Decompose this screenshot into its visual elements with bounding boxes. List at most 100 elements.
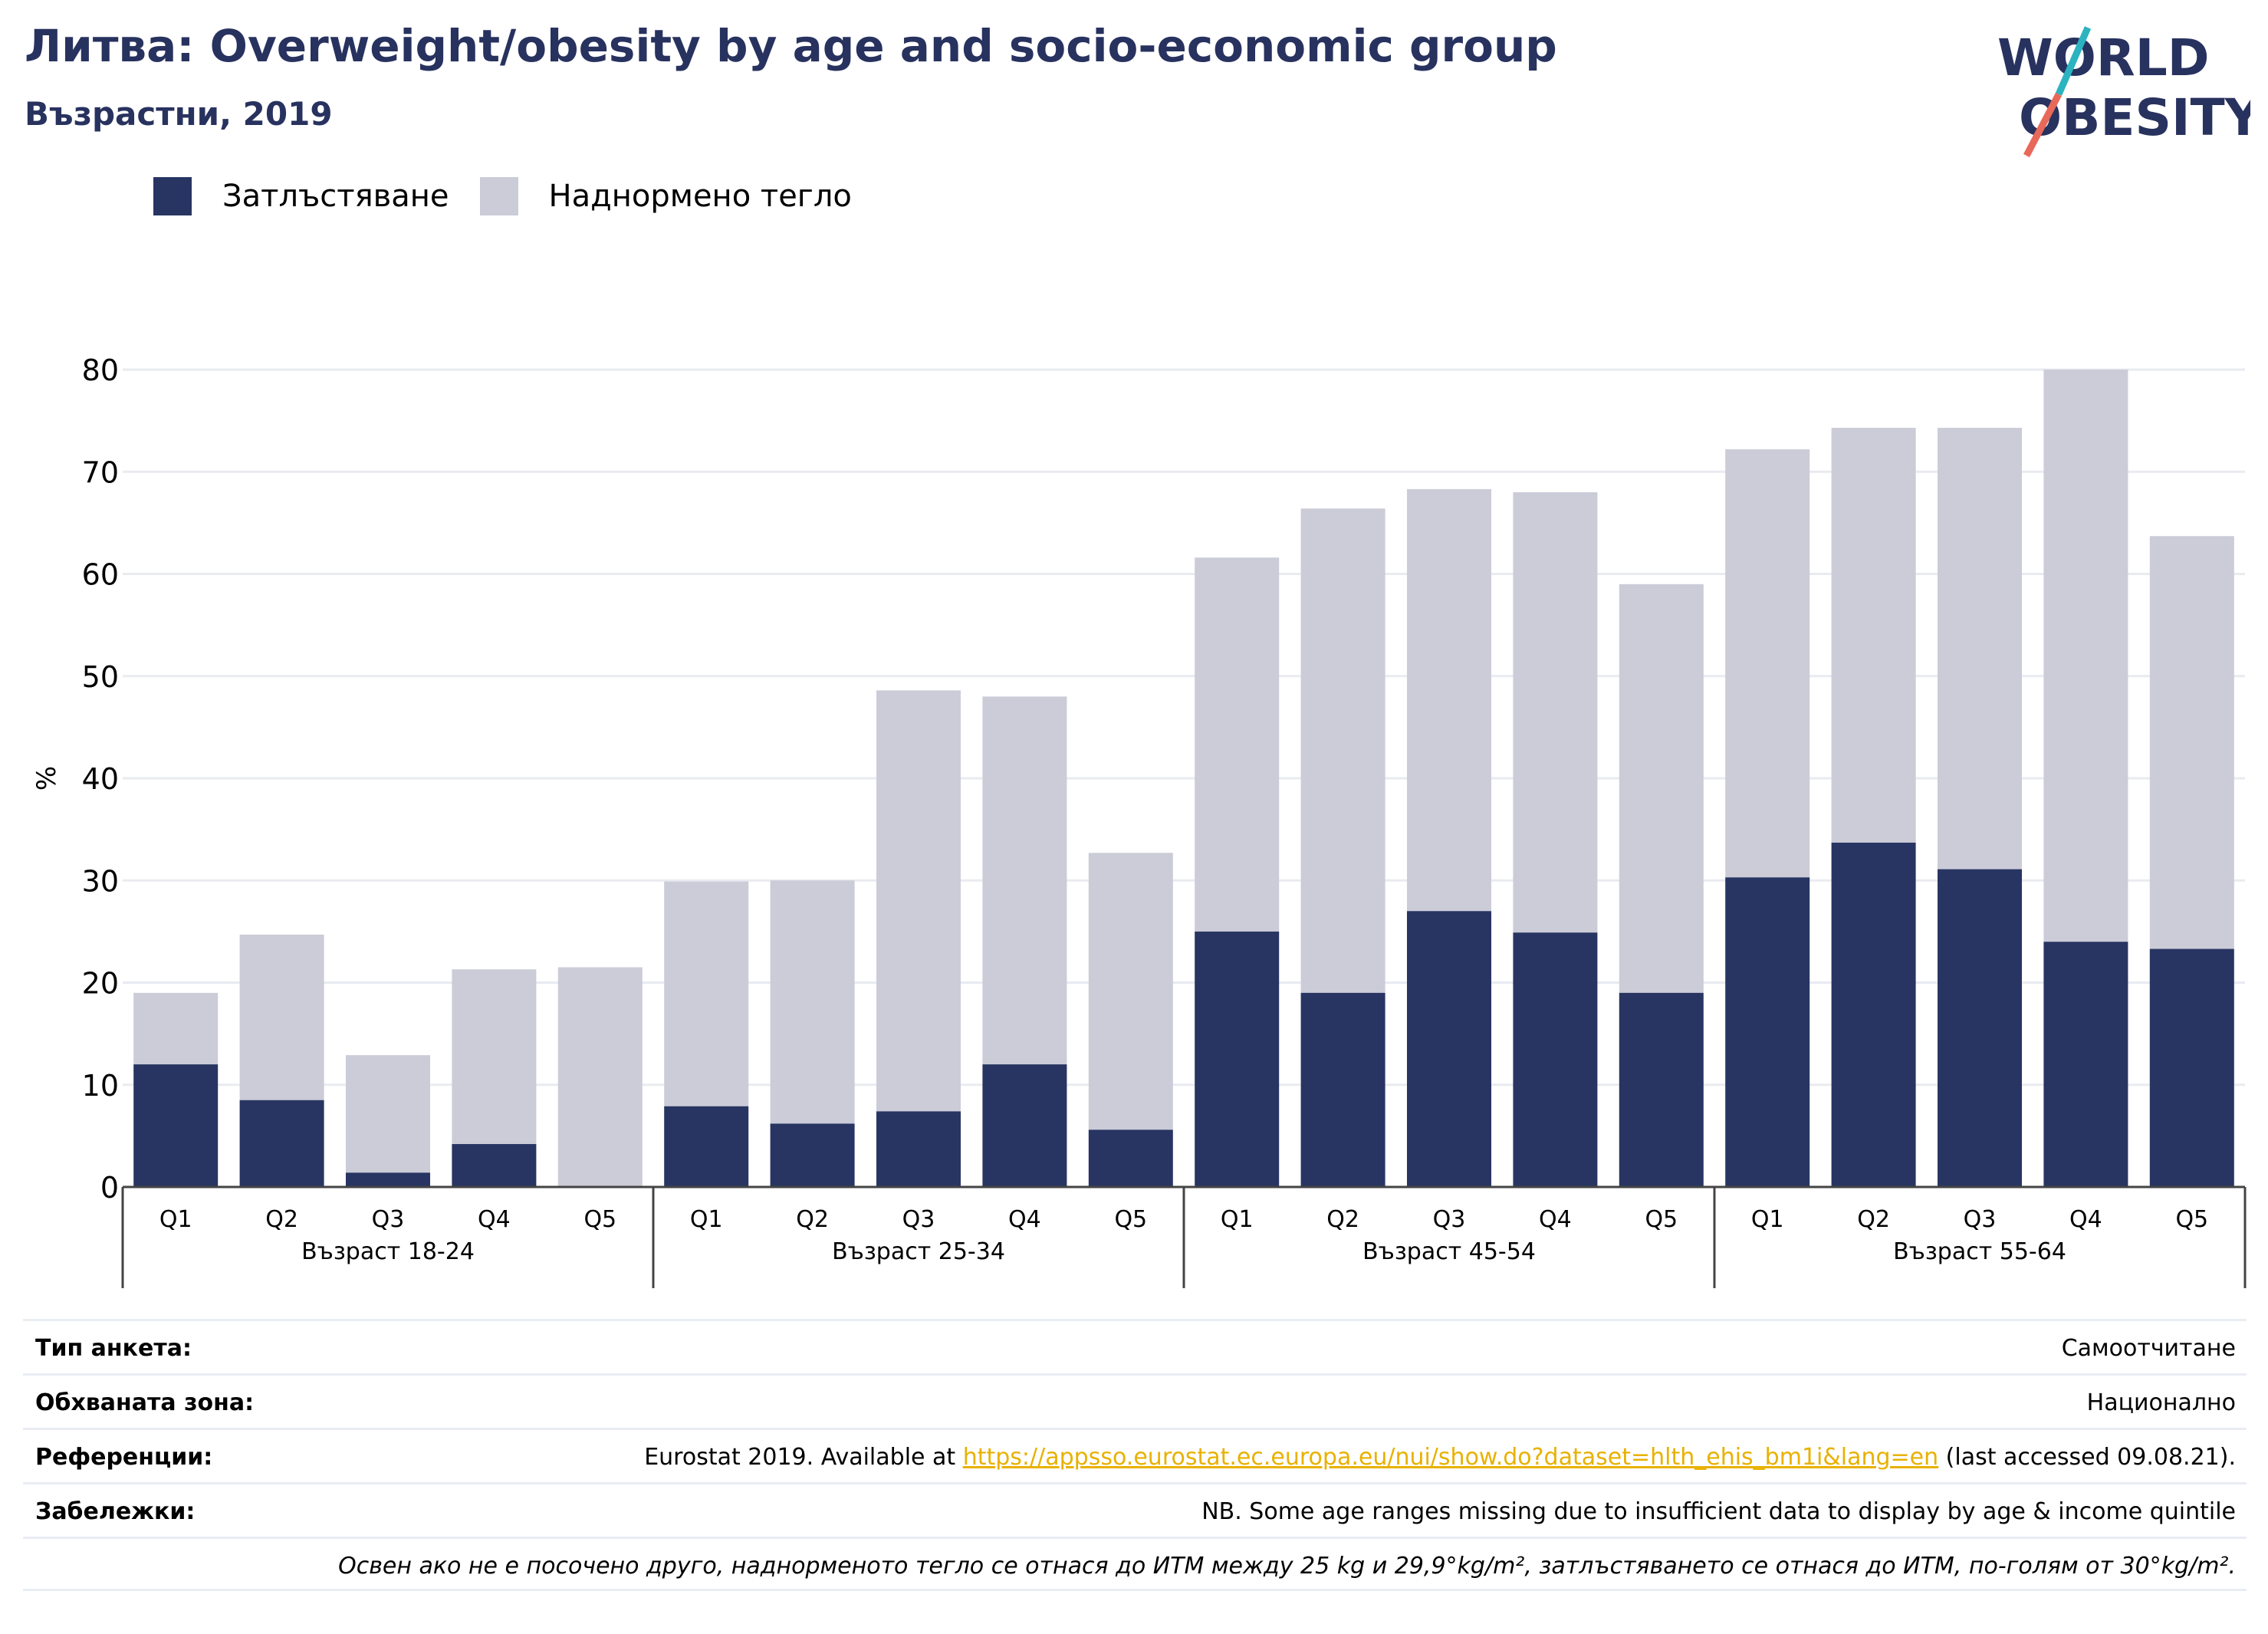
y-tick-label: 70 <box>82 455 119 489</box>
x-tick-label: Q1 <box>1221 1206 1254 1233</box>
reference-link[interactable]: https://appsso.eurostat.ec.europa.eu/nui… <box>962 1444 1939 1471</box>
y-tick-label: 30 <box>82 864 119 898</box>
info-row-survey-type: Тип анкета: Самоотчитане <box>23 1319 2247 1373</box>
x-tick-label: Q3 <box>372 1206 405 1233</box>
x-tick-label: Q2 <box>1857 1206 1890 1233</box>
x-tick-label: Q1 <box>690 1206 723 1233</box>
legend-item-overweight: Наднормено тегло <box>479 177 852 215</box>
bar-overweight <box>1407 488 1491 912</box>
chart-subtitle: Възрастни, 2019 <box>25 95 333 133</box>
bar-obesity <box>1513 932 1598 1187</box>
y-tick-label: 50 <box>82 660 119 694</box>
bar-obesity <box>982 1064 1067 1187</box>
legend-swatch-obesity <box>153 177 192 215</box>
x-tick-label: Q2 <box>1326 1206 1359 1233</box>
y-tick-label: 60 <box>82 558 119 592</box>
x-tick-label: Q4 <box>1539 1206 1572 1233</box>
info-value-survey-type: Самоотчитане <box>2061 1335 2236 1362</box>
y-tick-label: 10 <box>82 1069 119 1103</box>
x-tick-label: Q5 <box>583 1206 616 1233</box>
bar-obesity <box>1407 911 1491 1187</box>
bar-obesity <box>1725 877 1810 1187</box>
legend-swatch-overweight <box>479 177 518 215</box>
bar-overweight <box>1195 557 1280 932</box>
bar-overweight <box>239 934 324 1100</box>
bar-overweight <box>1619 584 1704 993</box>
bar-obesity <box>2149 949 2234 1187</box>
bar-overweight <box>1831 427 1916 843</box>
x-tick-label: Q5 <box>1645 1206 1678 1233</box>
stacked-bar-chart: 0 10 20 30 40 50 60 70 80% Q1 Q2 Q3 Q4 Q5 Възраст 18-2… <box>31 353 2247 1288</box>
bar-obesity <box>1938 869 2022 1187</box>
info-label-references: Референции: <box>35 1444 213 1471</box>
x-group-label: Възраст 18-24 <box>301 1238 475 1265</box>
x-tick-label: Q4 <box>2069 1206 2102 1233</box>
y-axis-label: % <box>31 766 62 791</box>
bar-overweight <box>664 881 749 1106</box>
bar-obesity <box>1195 931 1280 1187</box>
y-tick-label: 40 <box>82 762 119 796</box>
bar-overweight <box>1513 492 1598 933</box>
bar-overweight <box>982 696 1067 1065</box>
legend-item-obesity: Затлъстяване <box>153 177 449 215</box>
bar-overweight <box>2043 370 2128 942</box>
bar-obesity <box>664 1106 749 1187</box>
reference-text-post: (last accessed 09.08.21). <box>1938 1444 2236 1471</box>
x-tick-label: Q4 <box>1008 1206 1041 1233</box>
bar-overweight <box>557 967 643 1187</box>
info-value-references: Eurostat 2019. Available at https://apps… <box>644 1444 2236 1471</box>
x-tick-label: Q1 <box>1751 1206 1784 1233</box>
bar-obesity <box>1088 1129 1173 1187</box>
info-table: Тип анкета: Самоотчитане Обхваната зона:… <box>23 1319 2247 1591</box>
x-tick-label: Q5 <box>1114 1206 1147 1233</box>
x-tick-label: Q1 <box>159 1206 192 1233</box>
logo-coral-slash <box>2023 92 2062 158</box>
bar-overweight <box>876 690 961 1112</box>
bar-obesity <box>770 1123 855 1187</box>
x-tick-label: Q3 <box>1433 1206 1466 1233</box>
info-value-coverage: Национално <box>2086 1389 2236 1416</box>
bar-obesity <box>133 1064 219 1187</box>
world-obesity-logo: WORLD OBESITY <box>1997 21 2263 159</box>
bar-overweight <box>1088 853 1173 1130</box>
x-tick-label: Q2 <box>796 1206 829 1233</box>
bar-obesity <box>876 1111 961 1187</box>
x-tick-label: Q2 <box>265 1206 298 1233</box>
info-row-references: Референции: Eurostat 2019. Available at … <box>23 1428 2247 1482</box>
bar-obesity <box>239 1100 324 1187</box>
legend-label-overweight: Наднормено тегло <box>548 179 852 214</box>
info-row-coverage: Обхваната зона: Национално <box>23 1373 2247 1428</box>
bar-overweight <box>452 969 537 1145</box>
x-tick-label: Q4 <box>478 1206 511 1233</box>
bar-obesity <box>346 1172 430 1187</box>
reference-text-pre: Eurostat 2019. Available at <box>644 1444 963 1471</box>
logo-teal-slash <box>2055 26 2092 96</box>
bar-overweight <box>1725 449 1810 878</box>
bar-overweight <box>1938 427 2022 870</box>
info-row-notes: Забележки: NB. Some age ranges missing d… <box>23 1482 2247 1537</box>
bar-overweight <box>346 1055 430 1173</box>
bar-obesity <box>2043 942 2128 1187</box>
logo-text-world: WORLD <box>1997 28 2210 87</box>
y-tick-label: 20 <box>82 967 119 1001</box>
info-label-coverage: Обхваната зона: <box>35 1389 255 1416</box>
bar-obesity <box>452 1144 537 1187</box>
bar-overweight <box>1300 508 1385 993</box>
legend-label-obesity: Затлъстяване <box>222 179 449 214</box>
x-group-label: Възраст 55-64 <box>1893 1238 2066 1265</box>
y-tick-label: 0 <box>100 1171 119 1205</box>
bar-overweight <box>133 992 219 1065</box>
bar-obesity <box>1300 992 1385 1187</box>
x-tick-label: Q3 <box>902 1206 935 1233</box>
x-group-label: Възраст 25-34 <box>832 1238 1005 1265</box>
bar-overweight <box>770 880 855 1124</box>
info-label-notes: Забележки: <box>35 1498 196 1525</box>
chart-legend: Затлъстяване Наднормено тегло <box>153 176 883 216</box>
bar-obesity <box>1831 842 1916 1187</box>
bar-obesity <box>1619 992 1704 1187</box>
x-tick-label: Q3 <box>1964 1206 1997 1233</box>
info-value-notes: NB. Some age ranges missing due to insuf… <box>1201 1498 2236 1525</box>
chart-title: Литва: Overweight/obesity by age and soc… <box>25 20 1557 72</box>
bar-overweight <box>2149 536 2234 949</box>
info-row-definition: Освен ако не е посочено друго, наднормен… <box>23 1537 2247 1591</box>
